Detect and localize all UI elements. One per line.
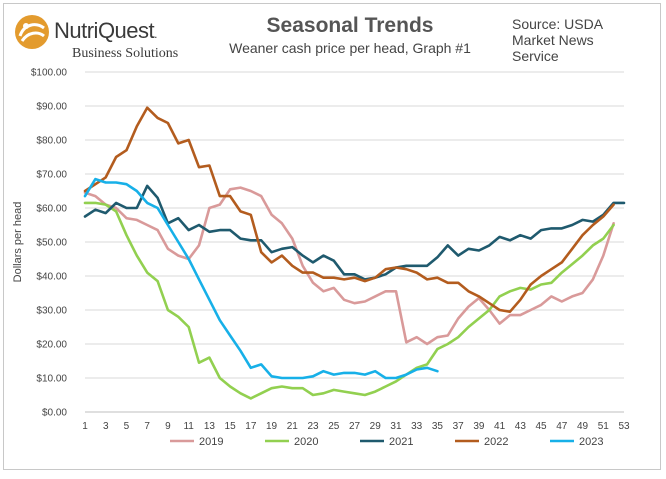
x-tick-label: 5 — [124, 421, 130, 432]
series-line-2019 — [83, 186, 615, 346]
y-tick-label: $60.00 — [36, 204, 67, 215]
x-tick-label: 53 — [618, 421, 630, 432]
x-tick-label: 25 — [328, 421, 340, 432]
x-tick-label: 9 — [165, 421, 171, 432]
y-tick-label: $50.00 — [36, 238, 67, 249]
x-tick-label: 33 — [411, 421, 423, 432]
legend-label-2021: 2021 — [389, 436, 413, 448]
logo-name: NutriQuest. — [54, 18, 157, 43]
y-tick-label: $100.00 — [31, 68, 68, 79]
logo-subtitle: Business Solutions — [72, 46, 179, 61]
x-tick-label: 27 — [349, 421, 361, 432]
y-tick-label: $0.00 — [42, 408, 67, 419]
x-tick-label: 31 — [390, 421, 402, 432]
x-tick-label: 39 — [473, 421, 485, 432]
source-note: Source: USDA Market News Service — [512, 16, 642, 64]
source-line-1: Source: USDA — [512, 16, 604, 32]
x-tick-label: 17 — [245, 421, 257, 432]
legend-label-2023: 2023 — [579, 436, 603, 448]
legend: 2019 2020 2021 2022 2023 — [170, 436, 603, 448]
nutriquest-logo-icon — [15, 15, 49, 49]
x-tick-labels: 1 3 5 7 9 11 13 15 17 19 21 23 25 27 29 31 33 35 37 39 41 43 4… — [82, 421, 630, 432]
x-tick-label: 49 — [577, 421, 589, 432]
y-tick-label: $40.00 — [36, 272, 67, 283]
x-tick-label: 47 — [556, 421, 568, 432]
y-tick-label: $20.00 — [36, 340, 67, 351]
legend-label-2019: 2019 — [199, 436, 223, 448]
x-tick-label: 51 — [598, 421, 610, 432]
chart-title: Seasonal Trends — [266, 14, 434, 37]
legend-label-2022: 2022 — [484, 436, 508, 448]
series-lines — [83, 106, 626, 400]
y-tick-label: $30.00 — [36, 306, 67, 317]
x-tick-label: 21 — [287, 421, 299, 432]
y-tick-label: $90.00 — [36, 102, 67, 113]
x-tick-label: 3 — [103, 421, 109, 432]
series-line-2021 — [83, 184, 626, 281]
gridlines — [85, 71, 624, 413]
x-tick-label: 7 — [144, 421, 150, 432]
y-tick-labels: $0.00 $10.00 $20.00 $30.00 $40.00 $50.00 $60.0… — [31, 68, 68, 419]
y-tick-label: $10.00 — [36, 374, 67, 385]
y-tick-label: $70.00 — [36, 170, 67, 181]
x-tick-label: 43 — [515, 421, 527, 432]
x-tick-label: 1 — [82, 421, 88, 432]
series-line-2020 — [83, 201, 615, 400]
x-tick-label: 15 — [225, 421, 237, 432]
nutriquest-logo: NutriQuest. Business Solutions — [14, 12, 184, 64]
source-line-2: Market News — [512, 32, 594, 48]
x-tick-label: 11 — [183, 421, 194, 432]
x-tick-label: 45 — [536, 421, 548, 432]
x-tick-label: 35 — [432, 421, 444, 432]
series-line-2023 — [83, 177, 439, 380]
source-line-3: Service — [512, 48, 559, 64]
chart-subtitle: Weaner cash price per head, Graph #1 — [229, 40, 471, 56]
x-tick-label: 29 — [370, 421, 382, 432]
x-tick-label: 37 — [453, 421, 465, 432]
y-axis-label: Dollars per head — [12, 202, 24, 283]
chart-frame — [3, 3, 661, 470]
x-tick-label: 13 — [204, 421, 216, 432]
x-tick-label: 19 — [266, 421, 278, 432]
x-tick-label: 23 — [307, 421, 319, 432]
series-line-2022 — [83, 106, 615, 314]
legend-label-2020: 2020 — [294, 436, 318, 448]
x-tick-label: 41 — [494, 421, 506, 432]
y-tick-label: $80.00 — [36, 136, 67, 147]
